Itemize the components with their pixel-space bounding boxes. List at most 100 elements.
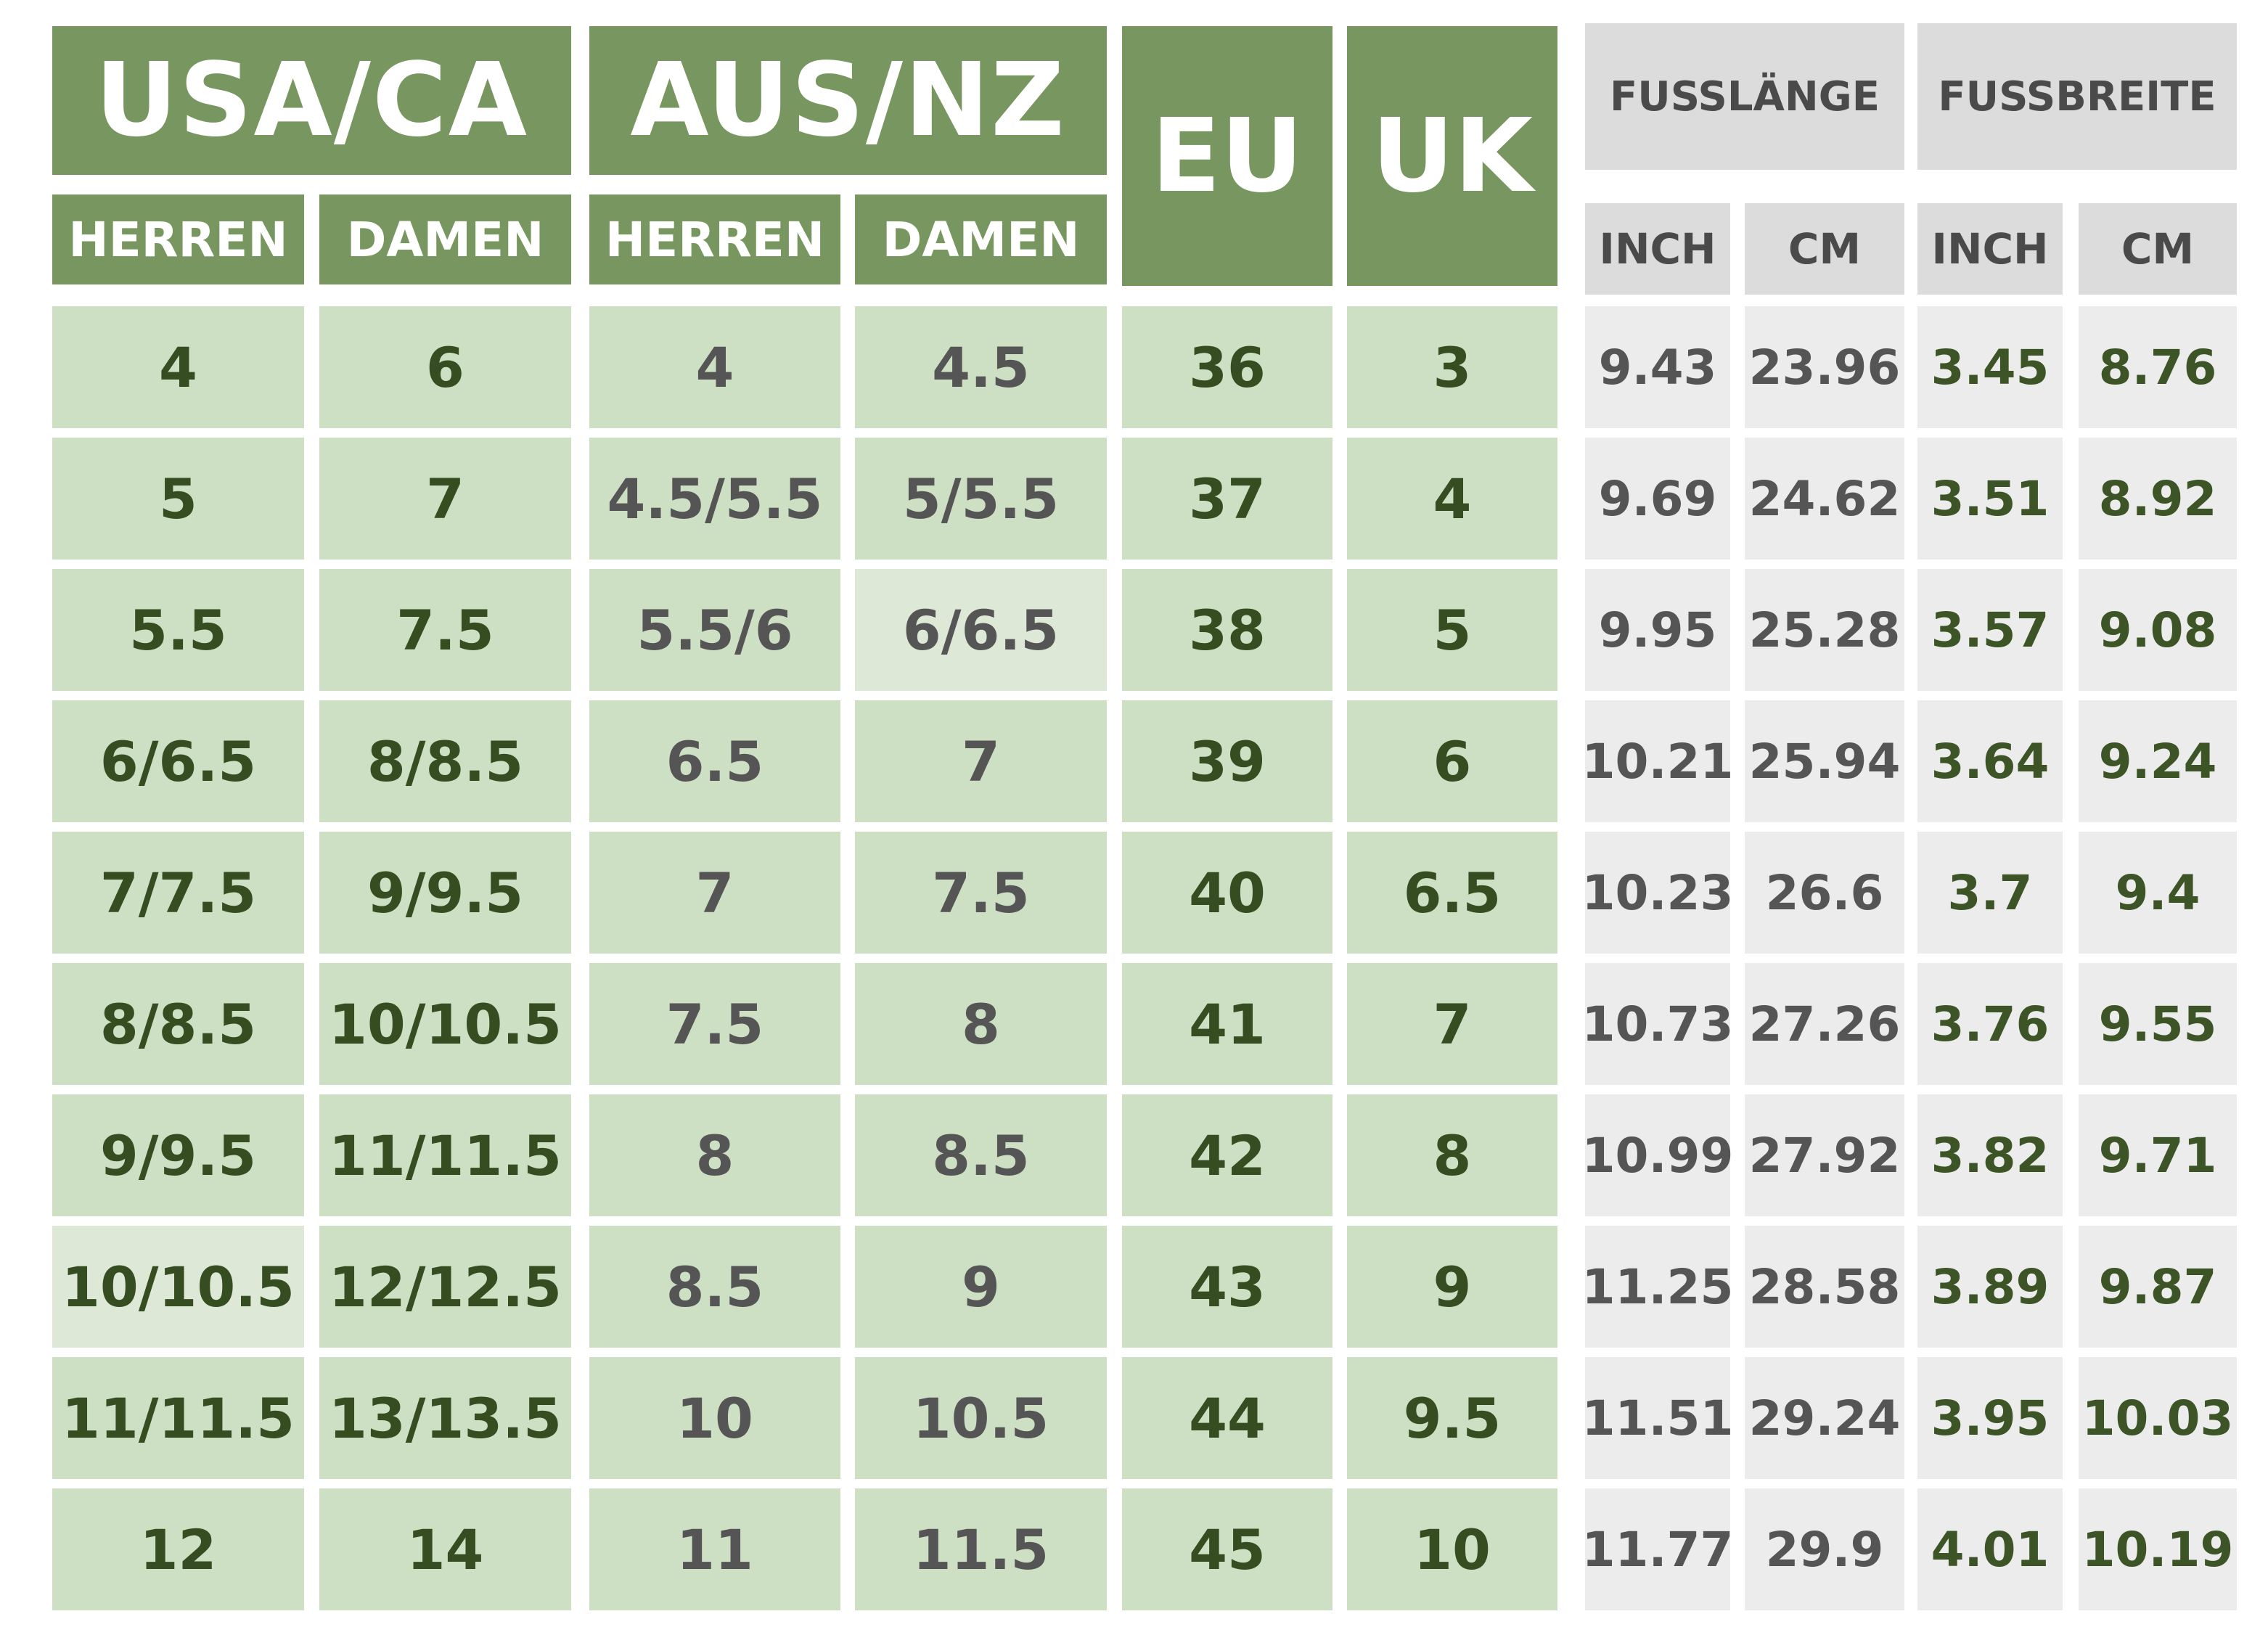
cell-usa-herren: 10/10.5: [52, 1226, 304, 1348]
cell-len-cm: 26.6: [1745, 832, 1904, 954]
cell-usa-damen: 14: [319, 1488, 571, 1610]
cell-uk: 10: [1347, 1488, 1557, 1610]
cell-len-inch: 11.51: [1582, 1357, 1733, 1479]
cell-eu: 37: [1122, 438, 1332, 560]
cell-usa-herren: 9/9.5: [52, 1094, 304, 1216]
cell-usa-damen: 12/12.5: [319, 1226, 571, 1348]
cell-wid-inch: 3.89: [1917, 1226, 2063, 1348]
cell-aus-damen: 8.5: [855, 1094, 1107, 1216]
cell-usa-herren: 5.5: [52, 569, 304, 691]
cell-wid-inch: 4.01: [1917, 1488, 2063, 1610]
header-usa-herren: HERREN: [52, 194, 304, 284]
cell-wid-inch: 3.82: [1917, 1094, 2063, 1216]
header-aus-herren: HERREN: [589, 194, 840, 284]
cell-len-inch: 9.43: [1585, 306, 1730, 428]
cell-wid-cm: 9.55: [2079, 963, 2237, 1085]
cell-usa-herren: 4: [52, 306, 304, 428]
cell-wid-inch: 3.76: [1917, 963, 2063, 1085]
cell-aus-herren: 7.5: [589, 963, 840, 1085]
cell-wid-cm: 8.76: [2079, 306, 2237, 428]
header-width-inch: INCH: [1917, 203, 2063, 295]
cell-eu: 44: [1122, 1357, 1332, 1479]
cell-len-cm: 24.62: [1745, 438, 1904, 560]
cell-wid-inch: 3.51: [1917, 438, 2063, 560]
cell-aus-herren: 4: [589, 306, 840, 428]
cell-usa-damen: 6: [319, 306, 571, 428]
cell-eu: 39: [1122, 700, 1332, 822]
cell-eu: 43: [1122, 1226, 1332, 1348]
cell-uk: 4: [1347, 438, 1557, 560]
cell-eu: 41: [1122, 963, 1332, 1085]
cell-len-inch: 9.69: [1585, 438, 1730, 560]
cell-usa-damen: 13/13.5: [319, 1357, 571, 1479]
header-usa-ca: USA/CA: [52, 26, 571, 175]
cell-len-cm: 29.24: [1745, 1357, 1904, 1479]
cell-usa-herren: 7/7.5: [52, 832, 304, 954]
cell-wid-cm: 9.71: [2079, 1094, 2237, 1216]
cell-aus-herren: 11: [589, 1488, 840, 1610]
cell-len-inch: 9.95: [1585, 569, 1730, 691]
cell-aus-herren: 5.5/6: [589, 569, 840, 691]
cell-aus-damen: 5/5.5: [855, 438, 1107, 560]
cell-uk: 8: [1347, 1094, 1557, 1216]
header-aus-nz: AUS/NZ: [589, 26, 1107, 175]
header-uk: UK: [1347, 26, 1557, 286]
cell-wid-cm: 9.08: [2079, 569, 2237, 691]
cell-len-cm: 28.58: [1745, 1226, 1904, 1348]
cell-len-inch: 11.25: [1582, 1226, 1733, 1348]
cell-eu: 42: [1122, 1094, 1332, 1216]
cell-aus-damen: 11.5: [855, 1488, 1107, 1610]
cell-len-cm: 25.28: [1745, 569, 1904, 691]
cell-wid-inch: 3.57: [1917, 569, 2063, 691]
cell-uk: 6: [1347, 700, 1557, 822]
cell-uk: 7: [1347, 963, 1557, 1085]
cell-usa-damen: 10/10.5: [319, 963, 571, 1085]
header-fussbreite: FUSSBREITE: [1917, 23, 2237, 170]
cell-uk: 5: [1347, 569, 1557, 691]
cell-aus-herren: 6.5: [589, 700, 840, 822]
cell-aus-damen: 10.5: [855, 1357, 1107, 1479]
cell-wid-cm: 9.4: [2079, 832, 2237, 954]
cell-wid-inch: 3.95: [1917, 1357, 2063, 1479]
cell-wid-cm: 10.19: [2079, 1488, 2237, 1610]
header-length-inch: INCH: [1585, 203, 1730, 295]
cell-wid-cm: 8.92: [2079, 438, 2237, 560]
cell-usa-damen: 9/9.5: [319, 832, 571, 954]
cell-aus-herren: 10: [589, 1357, 840, 1479]
cell-len-cm: 27.92: [1745, 1094, 1904, 1216]
cell-eu: 36: [1122, 306, 1332, 428]
cell-len-cm: 23.96: [1745, 306, 1904, 428]
cell-usa-herren: 12: [52, 1488, 304, 1610]
cell-usa-damen: 7: [319, 438, 571, 560]
cell-len-inch: 10.21: [1582, 700, 1733, 822]
cell-usa-damen: 7.5: [319, 569, 571, 691]
cell-eu: 45: [1122, 1488, 1332, 1610]
cell-uk: 9: [1347, 1226, 1557, 1348]
cell-len-cm: 29.9: [1745, 1488, 1904, 1610]
header-eu: EU: [1122, 26, 1332, 286]
cell-usa-herren: 11/11.5: [52, 1357, 304, 1479]
cell-uk: 9.5: [1347, 1357, 1557, 1479]
header-aus-damen: DAMEN: [855, 194, 1107, 284]
cell-aus-damen: 7: [855, 700, 1107, 822]
cell-uk: 6.5: [1347, 832, 1557, 954]
cell-aus-damen: 8: [855, 963, 1107, 1085]
cell-eu: 40: [1122, 832, 1332, 954]
cell-wid-inch: 3.45: [1917, 306, 2063, 428]
cell-aus-herren: 4.5/5.5: [589, 438, 840, 560]
cell-aus-damen: 7.5: [855, 832, 1107, 954]
cell-usa-herren: 5: [52, 438, 304, 560]
cell-wid-cm: 9.24: [2079, 700, 2237, 822]
header-width-cm: CM: [2079, 203, 2237, 295]
cell-len-cm: 27.26: [1745, 963, 1904, 1085]
cell-usa-damen: 8/8.5: [319, 700, 571, 822]
cell-len-cm: 25.94: [1745, 700, 1904, 822]
cell-uk: 3: [1347, 306, 1557, 428]
cell-len-inch: 10.73: [1582, 963, 1733, 1085]
cell-wid-cm: 10.03: [2079, 1357, 2237, 1479]
cell-len-inch: 11.77: [1582, 1488, 1733, 1610]
cell-usa-herren: 6/6.5: [52, 700, 304, 822]
cell-aus-herren: 7: [589, 832, 840, 954]
header-usa-damen: DAMEN: [319, 194, 571, 284]
cell-aus-damen: 4.5: [855, 306, 1107, 428]
